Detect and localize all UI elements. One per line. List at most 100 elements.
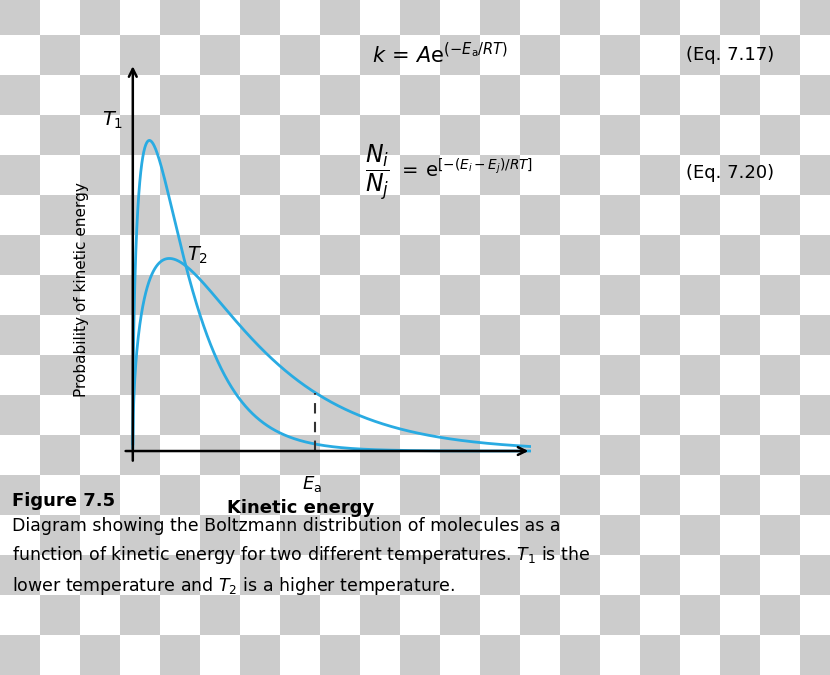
Bar xyxy=(240,315,280,355)
Bar xyxy=(200,275,240,315)
Bar xyxy=(160,35,200,75)
Bar xyxy=(80,595,120,635)
Bar xyxy=(280,275,320,315)
Bar xyxy=(80,515,120,555)
Bar xyxy=(280,475,320,515)
Bar xyxy=(40,275,80,315)
Bar xyxy=(0,475,40,515)
Bar xyxy=(160,355,200,395)
Bar xyxy=(400,635,440,675)
Bar xyxy=(200,595,240,635)
Bar xyxy=(760,275,800,315)
Bar xyxy=(120,75,160,115)
Bar xyxy=(360,555,400,595)
Bar xyxy=(320,395,360,435)
Bar xyxy=(320,35,360,75)
Bar xyxy=(800,235,830,275)
Bar xyxy=(560,595,600,635)
Bar xyxy=(600,115,640,155)
Bar xyxy=(480,515,520,555)
Bar xyxy=(200,155,240,195)
Bar xyxy=(40,555,80,595)
Bar xyxy=(760,315,800,355)
Bar xyxy=(200,395,240,435)
Bar xyxy=(720,595,760,635)
Bar xyxy=(400,275,440,315)
Bar xyxy=(320,635,360,675)
Bar xyxy=(0,515,40,555)
Bar xyxy=(480,395,520,435)
Bar xyxy=(200,195,240,235)
Bar xyxy=(40,595,80,635)
Bar xyxy=(680,75,720,115)
Bar xyxy=(800,315,830,355)
Bar xyxy=(320,355,360,395)
Bar xyxy=(480,195,520,235)
Bar xyxy=(640,435,680,475)
Bar xyxy=(40,395,80,435)
Bar xyxy=(680,115,720,155)
Bar xyxy=(720,35,760,75)
Bar xyxy=(280,0,320,35)
Bar xyxy=(400,195,440,235)
Bar xyxy=(600,0,640,35)
Bar xyxy=(160,435,200,475)
Bar xyxy=(240,275,280,315)
Bar xyxy=(560,395,600,435)
Bar xyxy=(560,435,600,475)
Text: $\dfrac{N_i}{N_j}$: $\dfrac{N_i}{N_j}$ xyxy=(365,143,390,203)
Bar xyxy=(120,35,160,75)
Bar xyxy=(440,355,480,395)
Bar xyxy=(520,115,560,155)
Text: (Eq. 7.17): (Eq. 7.17) xyxy=(686,46,774,64)
Bar xyxy=(640,75,680,115)
Bar xyxy=(280,515,320,555)
Bar xyxy=(400,315,440,355)
Bar xyxy=(280,155,320,195)
Bar xyxy=(800,195,830,235)
Bar xyxy=(80,75,120,115)
Bar xyxy=(360,515,400,555)
Bar xyxy=(360,155,400,195)
Bar xyxy=(400,475,440,515)
Bar xyxy=(680,355,720,395)
Bar xyxy=(0,315,40,355)
Bar xyxy=(40,515,80,555)
Bar xyxy=(760,75,800,115)
Bar xyxy=(520,35,560,75)
Bar xyxy=(720,315,760,355)
Bar xyxy=(120,235,160,275)
Bar xyxy=(160,315,200,355)
Bar xyxy=(560,155,600,195)
Bar xyxy=(80,155,120,195)
Text: Kinetic energy: Kinetic energy xyxy=(227,500,374,517)
Bar xyxy=(400,515,440,555)
Bar xyxy=(240,155,280,195)
Bar xyxy=(640,555,680,595)
Bar xyxy=(120,195,160,235)
Bar xyxy=(600,435,640,475)
Bar xyxy=(360,635,400,675)
Bar xyxy=(640,395,680,435)
Bar xyxy=(800,595,830,635)
Bar xyxy=(640,35,680,75)
Bar xyxy=(800,275,830,315)
Bar xyxy=(280,635,320,675)
Bar xyxy=(360,235,400,275)
Bar xyxy=(280,595,320,635)
Bar xyxy=(760,475,800,515)
Bar xyxy=(600,75,640,115)
Bar xyxy=(40,35,80,75)
Bar xyxy=(520,595,560,635)
Bar xyxy=(560,0,600,35)
Bar xyxy=(480,75,520,115)
Bar xyxy=(680,235,720,275)
Bar xyxy=(680,395,720,435)
Bar xyxy=(320,595,360,635)
Bar xyxy=(480,275,520,315)
Text: $T_1$: $T_1$ xyxy=(102,110,124,131)
Bar xyxy=(240,475,280,515)
Bar xyxy=(80,115,120,155)
Bar xyxy=(120,555,160,595)
Bar xyxy=(720,475,760,515)
